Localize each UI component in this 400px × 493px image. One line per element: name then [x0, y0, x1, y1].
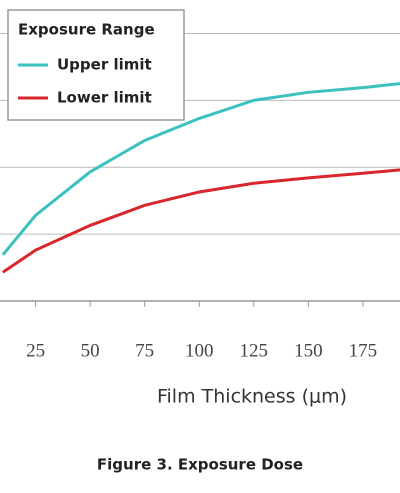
legend-label: Lower limit	[57, 89, 152, 107]
x-tick-label: 25	[26, 340, 45, 361]
caption: Figure 3. Exposure Dose	[97, 456, 303, 474]
legend: Upper limit Lower limit	[18, 56, 152, 107]
plot-area: 255075100125150175200	[0, 32, 400, 361]
x-axis-title: Film Thickness (μm)	[157, 386, 347, 408]
x-tick-label: 150	[294, 340, 323, 361]
x-tick-label: 125	[240, 340, 269, 361]
x-tick-label: 175	[349, 340, 378, 361]
x-tick-label: 75	[135, 340, 154, 361]
legend-title: Exposure Range	[18, 21, 155, 39]
series-line	[1, 82, 400, 256]
x-tick-label: 50	[81, 340, 100, 361]
x-tick-label: 100	[185, 340, 214, 361]
series-line	[1, 168, 400, 274]
legend-label: Upper limit	[57, 56, 152, 74]
